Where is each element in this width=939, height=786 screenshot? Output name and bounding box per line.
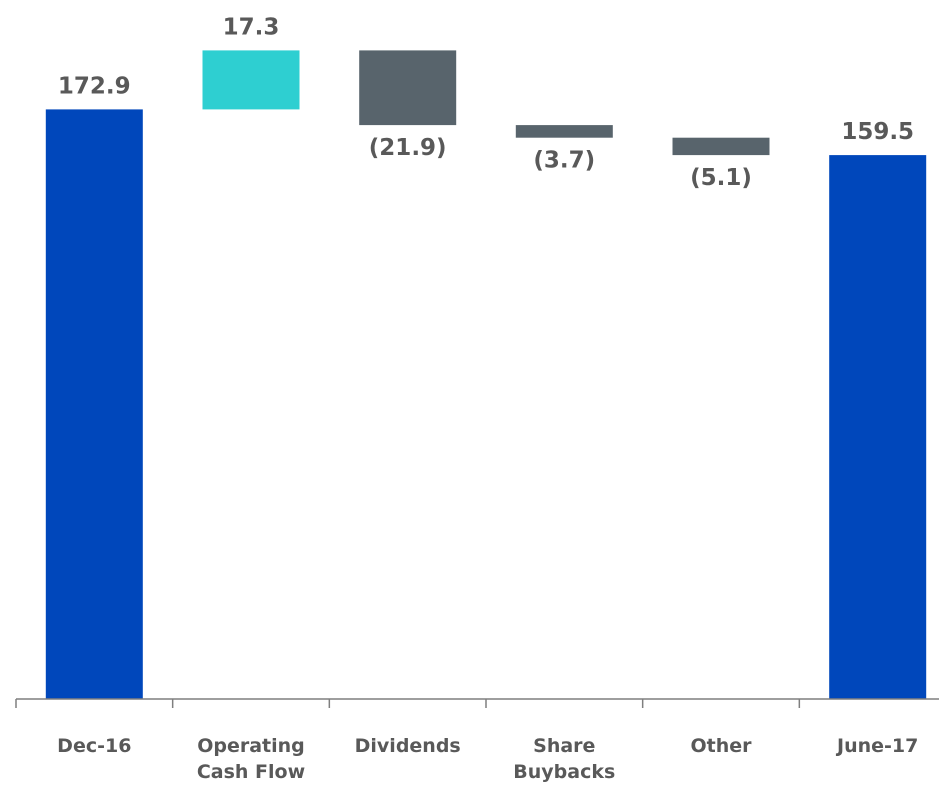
bar-decrease bbox=[672, 137, 770, 156]
data-label: (21.9) bbox=[369, 135, 447, 161]
x-axis-ticks bbox=[15, 699, 801, 708]
category-label: Share Buybacks bbox=[513, 735, 615, 783]
category-label: Dec-16 bbox=[57, 735, 131, 757]
bar-total bbox=[45, 109, 143, 699]
category-label: Operating Cash Flow bbox=[197, 735, 305, 783]
data-label: 159.5 bbox=[841, 119, 914, 145]
category-labels-group: Dec-16 Operating Cash Flow Dividends Share Bu… bbox=[57, 735, 918, 783]
data-labels-group: 172.9 17.3 (21.9) (3.7) (5.1) 159.5 bbox=[58, 14, 914, 191]
bar-decrease bbox=[515, 125, 613, 138]
bars-group bbox=[45, 50, 927, 700]
data-label: (5.1) bbox=[690, 165, 752, 191]
bar-decrease bbox=[359, 50, 457, 126]
data-label: 172.9 bbox=[58, 73, 131, 99]
category-label: June-17 bbox=[835, 735, 918, 757]
data-label: 17.3 bbox=[223, 14, 280, 40]
bar-increase bbox=[202, 50, 300, 110]
data-label: (3.7) bbox=[533, 148, 595, 174]
category-label: Other bbox=[690, 735, 752, 757]
category-label: Dividends bbox=[355, 735, 461, 757]
bar-total bbox=[829, 155, 927, 700]
